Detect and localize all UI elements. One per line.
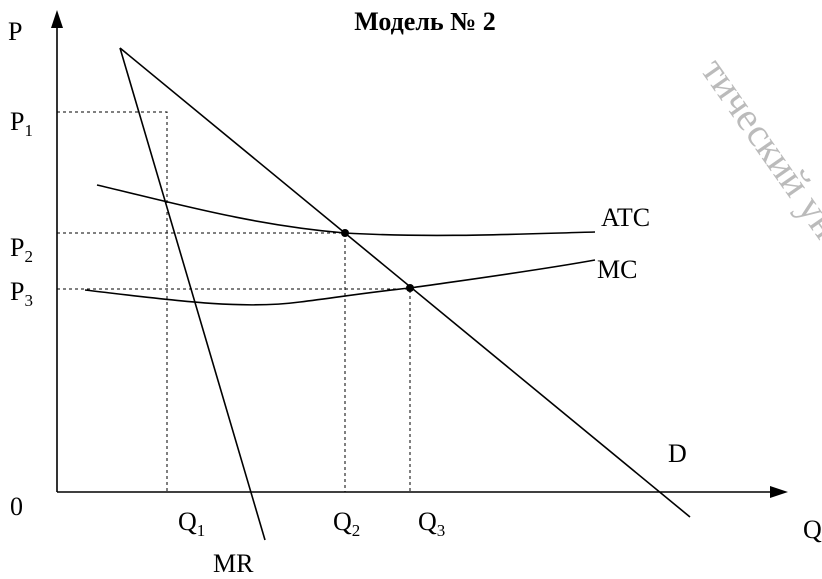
watermark: тический ун bbox=[693, 49, 822, 246]
p1-label: P1 bbox=[10, 107, 33, 140]
mr-label: MR bbox=[213, 549, 254, 578]
p2-guide bbox=[57, 232, 346, 492]
y-axis-label: P bbox=[8, 17, 22, 46]
x-axis-label: Q bbox=[803, 515, 822, 544]
title: Модель № 2 bbox=[354, 7, 496, 36]
point bbox=[406, 284, 414, 292]
origin-label: 0 bbox=[10, 492, 23, 521]
p3-label: P3 bbox=[10, 277, 33, 310]
point bbox=[341, 229, 349, 237]
atc-curve bbox=[96, 184, 596, 237]
q3-label: Q3 bbox=[418, 507, 445, 540]
y-arrow bbox=[51, 10, 63, 28]
mc-label: MC bbox=[597, 255, 637, 284]
demand-curve bbox=[119, 47, 691, 518]
q2-label: Q2 bbox=[333, 507, 360, 540]
p3-guide bbox=[57, 288, 411, 492]
x-arrow bbox=[770, 486, 788, 498]
mr-curve bbox=[119, 47, 266, 541]
p1-guide bbox=[57, 111, 168, 492]
p2-label: P2 bbox=[10, 233, 33, 266]
mc-curve bbox=[84, 259, 596, 306]
q1-label: Q1 bbox=[178, 507, 205, 540]
d-label: D bbox=[668, 439, 687, 468]
atc-label: ATC bbox=[601, 203, 650, 232]
